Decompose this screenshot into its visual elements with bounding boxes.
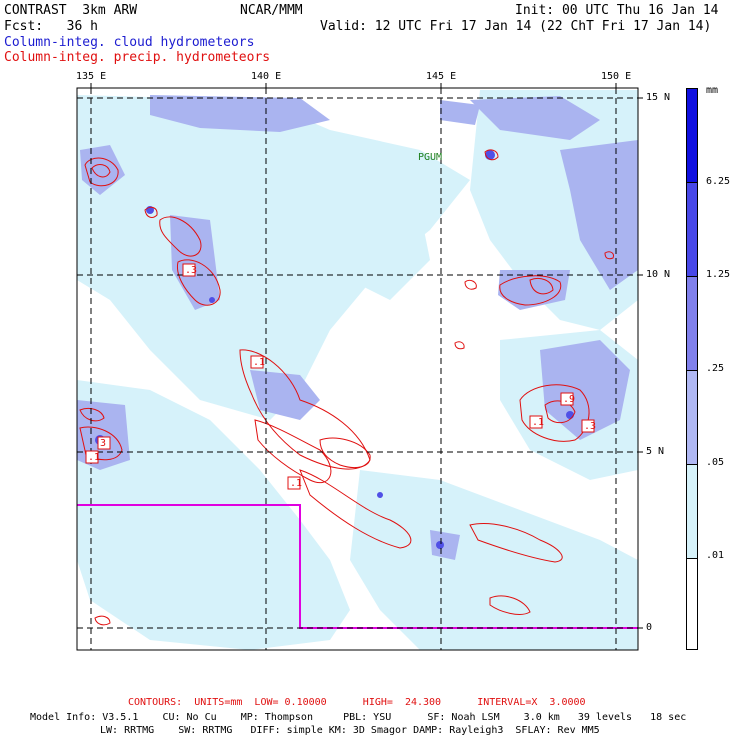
colorbar-swatch — [687, 277, 697, 371]
colorbar-level: 1.25 — [706, 269, 731, 280]
contour-label: 3 — [100, 438, 107, 449]
colorbar-level: .25 — [706, 363, 725, 374]
field-precip-label: Column-integ. precip. hydrometeors — [4, 50, 271, 65]
colorbar-swatch — [687, 465, 697, 559]
frame-ticks — [90, 83, 643, 629]
field-cloud-label: Column-integ. cloud hydrometeors — [4, 35, 255, 50]
contour-label-boxes — [85, 263, 595, 490]
colorbar-swatch — [687, 371, 697, 465]
contour-label: .1 — [532, 417, 545, 428]
colorbar — [686, 88, 698, 650]
contour-info: CONTOURS: UNITS=mm LOW= 0.10000 HIGH= 24… — [128, 697, 586, 708]
colorbar-swatch — [687, 559, 697, 649]
contour-label: .1 — [253, 357, 266, 368]
colorbar-swatch — [687, 183, 697, 277]
contour-label: .3 — [185, 265, 198, 276]
cloud-fill-layer — [77, 90, 638, 650]
colorbar-level: 6.25 — [706, 176, 731, 187]
forecast-hour: Fcst: 36 h — [4, 19, 98, 34]
lat-label: 5 N — [646, 446, 665, 457]
lat-label: 0 — [646, 622, 653, 633]
lon-label: 135 E — [76, 71, 107, 82]
init-time: Init: 00 UTC Thu 16 Jan 14 — [515, 3, 719, 18]
colorbar-swatch — [687, 89, 697, 183]
plot-title: CONTRAST 3km ARW — [4, 3, 138, 18]
center-name: NCAR/MMM — [240, 3, 303, 18]
lat-label: 10 N — [646, 269, 671, 280]
contour-label: .1 — [290, 478, 303, 489]
contour-label: .9 — [563, 394, 576, 405]
colorbar-level: .05 — [706, 457, 725, 468]
contour-label: .3 — [584, 421, 597, 432]
lat-lon-grid — [77, 88, 638, 650]
map-frame — [76, 87, 639, 651]
model-info-line2: LW: RRTMG SW: RRTMG DIFF: simple KM: 3D … — [100, 725, 600, 736]
model-info-line1: Model Info: V3.5.1 CU: No Cu MP: Thompso… — [30, 712, 687, 723]
lon-label: 140 E — [251, 71, 282, 82]
station-label-pgum: PGUM — [418, 152, 443, 163]
valid-time: Valid: 12 UTC Fri 17 Jan 14 (22 ChT Fri … — [320, 19, 712, 34]
colorbar-unit: mm — [706, 85, 719, 96]
lon-label: 145 E — [426, 71, 457, 82]
lat-label: 15 N — [646, 92, 671, 103]
contour-label: .1 — [88, 452, 101, 463]
lon-label: 150 E — [601, 71, 632, 82]
colorbar-level: .01 — [706, 550, 725, 561]
